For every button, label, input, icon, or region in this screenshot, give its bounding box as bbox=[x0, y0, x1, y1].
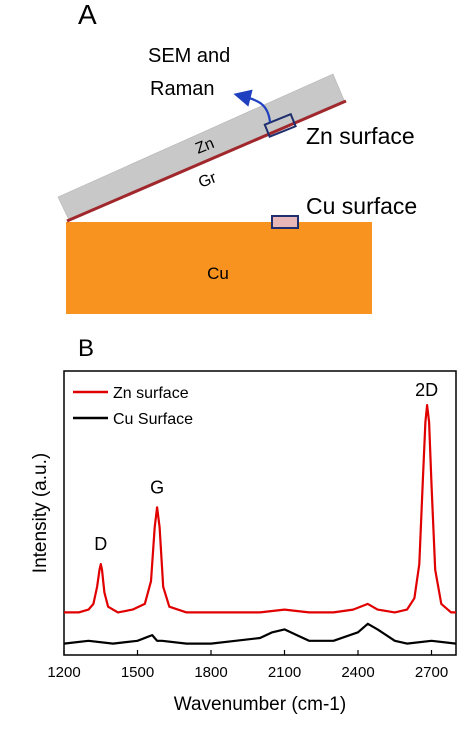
gr-label: Gr bbox=[196, 169, 219, 192]
cu-surface-label: Cu surface bbox=[306, 193, 417, 219]
plot-area: 1200 1500 1800 2100 2400 2700 D G 2D bbox=[47, 380, 457, 681]
x-tick-label: 1500 bbox=[121, 664, 154, 681]
x-tick-label: 1800 bbox=[194, 664, 227, 681]
sem-raman-label-line2: Raman bbox=[150, 78, 214, 100]
series-line-cu-surface bbox=[63, 622, 457, 645]
sem-raman-arrow bbox=[233, 89, 272, 123]
series-line-zn-surface bbox=[64, 404, 456, 614]
x-tick-label: 1200 bbox=[47, 664, 80, 681]
peak-label-g: G bbox=[150, 477, 164, 497]
cu-label: Cu bbox=[207, 264, 229, 283]
plot-frame bbox=[63, 370, 457, 656]
peak-label-d: D bbox=[94, 534, 107, 554]
x-tick-label: 2700 bbox=[415, 664, 448, 681]
zn-plate bbox=[57, 73, 345, 221]
y-axis-label: Intensity (a.u.) bbox=[30, 453, 51, 573]
panel-b-label: B bbox=[78, 335, 94, 362]
sem-raman-label-line1: SEM and bbox=[148, 45, 230, 67]
x-tick-label: 2100 bbox=[268, 664, 301, 681]
legend-label-cu: Cu Surface bbox=[113, 411, 193, 428]
panel-a-label: A bbox=[78, 0, 97, 30]
zn-surface-label: Zn surface bbox=[306, 123, 415, 149]
graphene-layer bbox=[66, 99, 347, 223]
zn-label: Zn bbox=[193, 135, 217, 158]
x-tick-label: 2400 bbox=[341, 664, 374, 681]
cu-surface-box bbox=[271, 215, 299, 229]
x-axis-label: Wavenumber (cm-1) bbox=[174, 694, 346, 715]
cu-block bbox=[66, 222, 372, 314]
zn-surface-box bbox=[263, 112, 297, 139]
peak-label-2d: 2D bbox=[415, 380, 438, 400]
legend-label-zn: Zn surface bbox=[113, 385, 189, 402]
